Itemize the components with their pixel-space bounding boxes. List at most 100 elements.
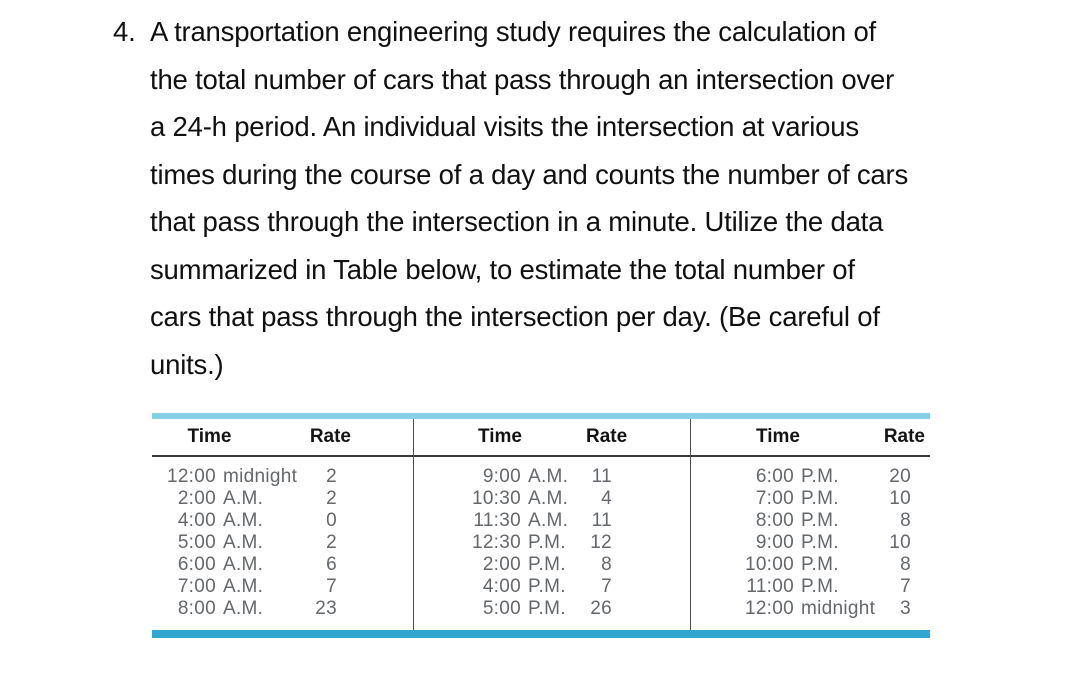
table-group-rows: 9:00 A.M. 11 10:30 A.M. 4 11:30 xyxy=(414,457,690,630)
time-period: A.M. xyxy=(223,576,264,597)
time-period: A.M. xyxy=(223,554,264,575)
time-period: P.M. xyxy=(801,576,839,597)
time-period: P.M. xyxy=(801,488,839,509)
time-value: 6:00 xyxy=(177,554,216,575)
problem-text: A transportation engineering study requi… xyxy=(150,8,908,388)
rate-value: 3 xyxy=(900,598,911,619)
time-value: 7:00 xyxy=(755,488,794,509)
table-row: 7:00 A.M. 7 xyxy=(152,576,413,598)
time-value: 5:00 xyxy=(177,532,216,553)
time-value: 4:00 xyxy=(482,576,521,597)
time-value: 8:00 xyxy=(177,598,216,619)
time-period: P.M. xyxy=(528,598,566,619)
table-bottom-accent-bar xyxy=(152,630,930,638)
problem-statement: 4. A transportation engineering study re… xyxy=(113,8,908,388)
problem-text-line: summarized in Table below, to estimate t… xyxy=(150,253,855,285)
problem-text-line: that pass through the intersection in a … xyxy=(150,206,884,237)
column-header-time: Time xyxy=(187,426,232,447)
time-value: 11:00 xyxy=(746,576,794,597)
column-header-time: Time xyxy=(755,426,800,447)
rate-value: 26 xyxy=(590,598,612,619)
table-row: 7:00 P.M. 10 xyxy=(691,488,930,510)
problem-text-line: the total number of cars that pass throu… xyxy=(150,63,895,95)
table-row: 12:00 midnight 2 xyxy=(152,466,413,488)
table-row: 5:00 P.M. 26 xyxy=(414,598,690,620)
rate-value: 4 xyxy=(601,488,612,509)
time-value: 2:00 xyxy=(482,554,521,575)
time-value: 4:00 xyxy=(177,510,216,531)
rate-value: 10 xyxy=(889,488,911,509)
rate-value: 20 xyxy=(889,466,911,487)
time-period: midnight xyxy=(223,466,298,487)
problem-text-line: units.) xyxy=(150,348,224,380)
column-header-rate: Rate xyxy=(309,426,351,447)
table-row: 2:00 A.M. 2 xyxy=(152,488,413,510)
time-value: 9:00 xyxy=(482,466,521,487)
rate-value: 8 xyxy=(900,554,911,575)
table-group-1: Time Rate 12:00 midnight 2 2:00 xyxy=(152,419,413,630)
rate-value: 6 xyxy=(326,554,337,575)
time-value: 12:00 xyxy=(744,598,794,619)
time-period: P.M. xyxy=(801,510,839,531)
time-period: A.M. xyxy=(528,510,569,531)
time-value: 2:00 xyxy=(177,488,216,509)
time-period: A.M. xyxy=(223,532,264,553)
time-value: 6:00 xyxy=(755,466,794,487)
time-value: 5:00 xyxy=(482,598,521,619)
rate-value: 8 xyxy=(900,510,911,531)
column-header-time: Time xyxy=(477,426,522,447)
table-top-accent-bar xyxy=(152,413,930,419)
time-period: P.M. xyxy=(528,576,566,597)
time-value: 11:30 xyxy=(473,510,521,531)
problem-text-line: cars that pass through the intersection … xyxy=(150,301,880,332)
time-period: P.M. xyxy=(528,554,566,575)
time-period: P.M. xyxy=(801,532,839,553)
rate-value: 2 xyxy=(326,488,337,509)
rate-value: 2 xyxy=(326,466,337,487)
rate-value: 23 xyxy=(315,598,337,619)
problem-text-line: times during the course of a day and cou… xyxy=(150,158,909,190)
table-group-rows: 12:00 midnight 2 2:00 A.M. 2 4:00 xyxy=(152,457,413,630)
table-row: 8:00 P.M. 8 xyxy=(691,510,930,532)
time-period: A.M. xyxy=(528,466,569,487)
time-period: A.M. xyxy=(223,488,264,509)
rate-value: 7 xyxy=(326,576,337,597)
table-group-2: Time Rate 9:00 A.M. 11 10:30 A.M xyxy=(413,419,690,630)
table-row: 12:30 P.M. 12 xyxy=(414,532,690,554)
table-body: Time Rate 12:00 midnight 2 2:00 xyxy=(152,419,930,630)
time-period: midnight xyxy=(801,598,876,619)
time-value: 12:30 xyxy=(471,532,521,553)
table-row: 10:00 P.M. 8 xyxy=(691,554,930,576)
rate-value: 8 xyxy=(601,554,612,575)
time-period: A.M. xyxy=(223,598,264,619)
table-row: 9:00 P.M. 10 xyxy=(691,532,930,554)
time-period: P.M. xyxy=(528,532,566,553)
time-value: 12:00 xyxy=(166,466,216,487)
time-value: 7:00 xyxy=(177,576,216,597)
table-row: 4:00 P.M. 7 xyxy=(414,576,690,598)
table-group-rows: 6:00 P.M. 20 7:00 P.M. 10 8:00 xyxy=(691,457,930,630)
rate-value: 7 xyxy=(900,576,911,597)
table-row: 12:00 midnight 3 xyxy=(691,598,930,620)
table-group-3: Time Rate 6:00 P.M. 20 7:00 P.M. xyxy=(690,419,930,630)
table-row: 5:00 A.M. 2 xyxy=(152,532,413,554)
time-period: P.M. xyxy=(801,466,839,487)
time-period: P.M. xyxy=(801,554,839,575)
rate-value: 7 xyxy=(601,576,612,597)
problem-number: 4. xyxy=(113,16,136,47)
traffic-rate-table: Time Rate 12:00 midnight 2 2:00 xyxy=(152,413,930,638)
rate-value: 12 xyxy=(590,532,612,553)
column-header-rate: Rate xyxy=(883,426,925,447)
time-value: 9:00 xyxy=(755,532,794,553)
rate-value: 0 xyxy=(326,510,337,531)
time-period: A.M. xyxy=(223,510,264,531)
column-header-rate: Rate xyxy=(586,426,628,447)
time-value: 10:00 xyxy=(744,554,794,575)
rate-value: 11 xyxy=(591,466,612,487)
rate-value: 11 xyxy=(591,510,612,531)
table-header-row: Time Rate xyxy=(414,419,690,457)
time-value: 8:00 xyxy=(755,510,794,531)
table-row: 8:00 A.M. 23 xyxy=(152,598,413,620)
table-row: 9:00 A.M. 11 xyxy=(414,466,690,488)
